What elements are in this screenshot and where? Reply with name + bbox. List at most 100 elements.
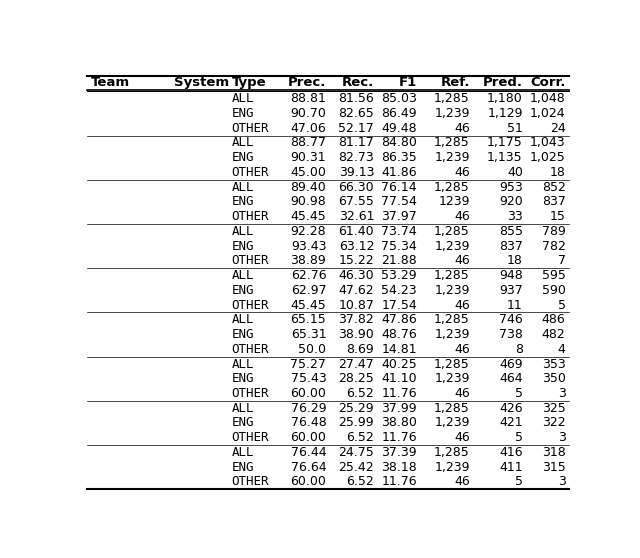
Text: 1,239: 1,239 xyxy=(435,107,470,120)
Text: Team: Team xyxy=(90,76,129,89)
Text: 5: 5 xyxy=(515,475,523,488)
Text: OTHER: OTHER xyxy=(232,254,269,267)
Text: 33: 33 xyxy=(507,210,523,223)
Text: 5: 5 xyxy=(557,299,566,311)
Text: 1,239: 1,239 xyxy=(435,416,470,430)
Text: 38.18: 38.18 xyxy=(381,461,417,474)
Text: 76.29: 76.29 xyxy=(291,402,326,415)
Text: 782: 782 xyxy=(541,239,566,253)
Text: 32.61: 32.61 xyxy=(339,210,374,223)
Text: 81.17: 81.17 xyxy=(339,137,374,150)
Text: 37.39: 37.39 xyxy=(381,446,417,459)
Text: 1,239: 1,239 xyxy=(435,284,470,297)
Text: 88.81: 88.81 xyxy=(291,92,326,105)
Text: 75.43: 75.43 xyxy=(291,372,326,385)
Text: Prec.: Prec. xyxy=(288,76,326,89)
Text: 482: 482 xyxy=(542,328,566,341)
Text: 65.31: 65.31 xyxy=(291,328,326,341)
Text: ALL: ALL xyxy=(232,181,254,194)
Text: 486: 486 xyxy=(542,314,566,326)
Text: 315: 315 xyxy=(542,461,566,474)
Text: 54.23: 54.23 xyxy=(381,284,417,297)
Text: ALL: ALL xyxy=(232,225,254,238)
Text: 86.35: 86.35 xyxy=(381,151,417,164)
Text: 50.0: 50.0 xyxy=(298,343,326,356)
Text: ENG: ENG xyxy=(232,107,254,120)
Text: 60.00: 60.00 xyxy=(291,387,326,400)
Text: 41.86: 41.86 xyxy=(381,166,417,179)
Text: OTHER: OTHER xyxy=(232,122,269,134)
Text: 73.74: 73.74 xyxy=(381,225,417,238)
Text: 46: 46 xyxy=(454,122,470,134)
Text: 76.14: 76.14 xyxy=(381,181,417,194)
Text: 10.87: 10.87 xyxy=(339,299,374,311)
Text: 51: 51 xyxy=(507,122,523,134)
Text: ENG: ENG xyxy=(232,239,254,253)
Text: 1,239: 1,239 xyxy=(435,372,470,385)
Text: 18: 18 xyxy=(507,254,523,267)
Text: 3: 3 xyxy=(557,387,566,400)
Text: 837: 837 xyxy=(499,239,523,253)
Text: Corr.: Corr. xyxy=(530,76,566,89)
Text: 46: 46 xyxy=(454,166,470,179)
Text: 52.17: 52.17 xyxy=(339,122,374,134)
Text: 46: 46 xyxy=(454,254,470,267)
Text: 1,285: 1,285 xyxy=(434,358,470,371)
Text: 85.03: 85.03 xyxy=(381,92,417,105)
Text: 60.00: 60.00 xyxy=(291,431,326,444)
Text: 53.29: 53.29 xyxy=(381,269,417,282)
Text: Rec.: Rec. xyxy=(342,76,374,89)
Text: 416: 416 xyxy=(499,446,523,459)
Text: 8: 8 xyxy=(515,343,523,356)
Text: 11.76: 11.76 xyxy=(381,431,417,444)
Text: 82.65: 82.65 xyxy=(339,107,374,120)
Text: 28.25: 28.25 xyxy=(339,372,374,385)
Text: 38.90: 38.90 xyxy=(339,328,374,341)
Text: 49.48: 49.48 xyxy=(381,122,417,134)
Text: 1,239: 1,239 xyxy=(435,239,470,253)
Text: 25.29: 25.29 xyxy=(339,402,374,415)
Text: OTHER: OTHER xyxy=(232,475,269,488)
Text: Type: Type xyxy=(232,76,266,89)
Text: 76.44: 76.44 xyxy=(291,446,326,459)
Text: 37.82: 37.82 xyxy=(339,314,374,326)
Text: 855: 855 xyxy=(499,225,523,238)
Text: 1,048: 1,048 xyxy=(530,92,566,105)
Text: 75.34: 75.34 xyxy=(381,239,417,253)
Text: 14.81: 14.81 xyxy=(381,343,417,356)
Text: ENG: ENG xyxy=(232,328,254,341)
Text: 411: 411 xyxy=(499,461,523,474)
Text: ENG: ENG xyxy=(232,372,254,385)
Text: System: System xyxy=(175,76,230,89)
Text: 1,180: 1,180 xyxy=(487,92,523,105)
Text: 46.30: 46.30 xyxy=(339,269,374,282)
Text: 746: 746 xyxy=(499,314,523,326)
Text: ENG: ENG xyxy=(232,284,254,297)
Text: ALL: ALL xyxy=(232,446,254,459)
Text: 920: 920 xyxy=(499,195,523,209)
Text: 46: 46 xyxy=(454,387,470,400)
Text: 1,043: 1,043 xyxy=(530,137,566,150)
Text: OTHER: OTHER xyxy=(232,343,269,356)
Text: 61.40: 61.40 xyxy=(339,225,374,238)
Text: 15: 15 xyxy=(550,210,566,223)
Text: 3: 3 xyxy=(557,475,566,488)
Text: 3: 3 xyxy=(557,431,566,444)
Text: 84.80: 84.80 xyxy=(381,137,417,150)
Text: 67.55: 67.55 xyxy=(339,195,374,209)
Text: 948: 948 xyxy=(499,269,523,282)
Text: 65.15: 65.15 xyxy=(291,314,326,326)
Text: 82.73: 82.73 xyxy=(339,151,374,164)
Text: ALL: ALL xyxy=(232,358,254,371)
Text: 27.47: 27.47 xyxy=(339,358,374,371)
Text: 62.76: 62.76 xyxy=(291,269,326,282)
Text: 1,239: 1,239 xyxy=(435,328,470,341)
Text: OTHER: OTHER xyxy=(232,387,269,400)
Text: 38.80: 38.80 xyxy=(381,416,417,430)
Text: 40: 40 xyxy=(507,166,523,179)
Text: 953: 953 xyxy=(499,181,523,194)
Text: 45.00: 45.00 xyxy=(291,166,326,179)
Text: 1,024: 1,024 xyxy=(530,107,566,120)
Text: 46: 46 xyxy=(454,210,470,223)
Text: 60.00: 60.00 xyxy=(291,475,326,488)
